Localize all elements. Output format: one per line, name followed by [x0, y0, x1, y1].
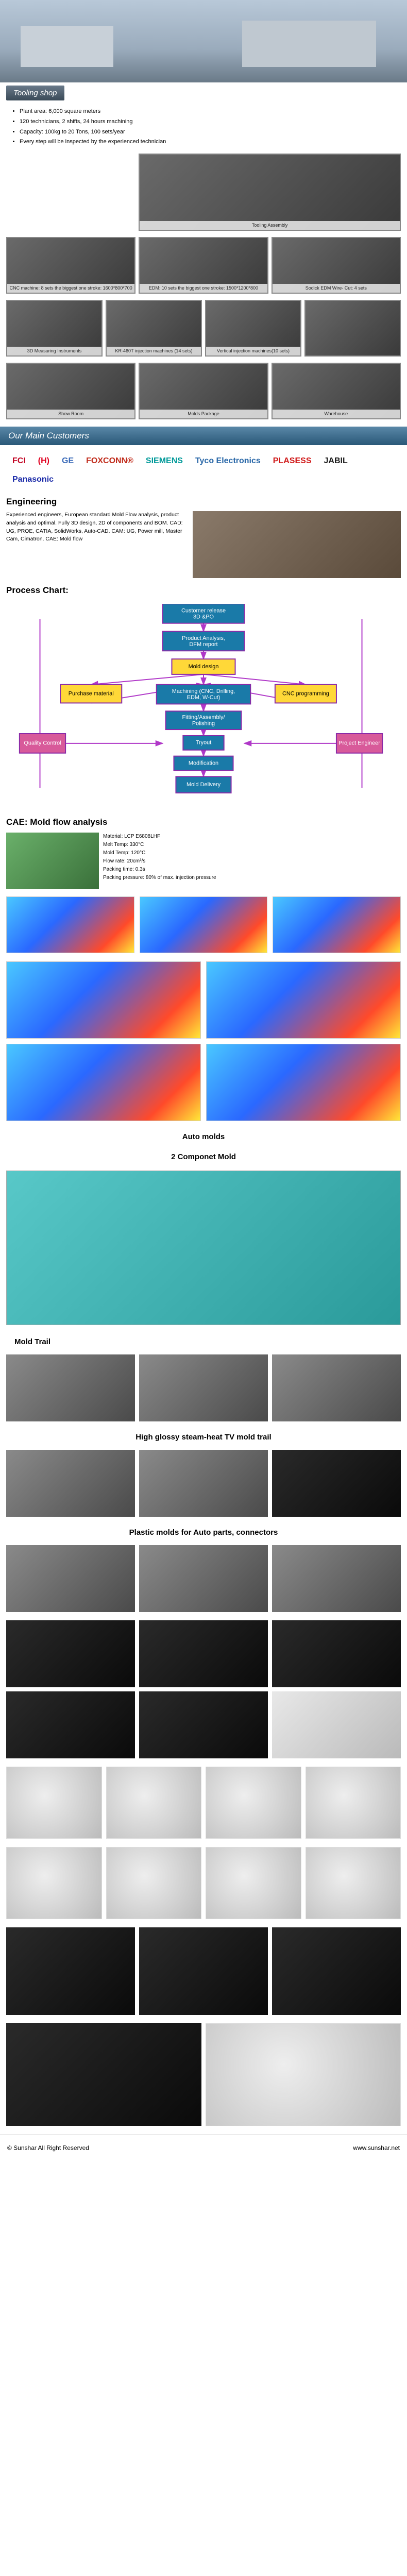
auto-molds-title: Auto molds	[0, 1125, 407, 1145]
glossy-title: High glossy steam-heat TV mold trail	[0, 1426, 407, 1446]
customer-logo: JABIL	[324, 456, 347, 466]
bullet-item: Plant area: 6,000 square meters	[20, 107, 395, 117]
tooling-shop-grid: Tooling Assembly CNC machine: 8 sets the …	[0, 150, 407, 422]
two-component-mold-image	[6, 1171, 401, 1325]
engineering-photo	[193, 511, 401, 578]
mold-trail-image	[272, 1354, 401, 1421]
equipment-tile: EDM: 10 sets the biggest one stroke: 150…	[139, 237, 268, 294]
simulation-image	[6, 1044, 201, 1121]
engineering-desc: Experienced engineers, European standard…	[6, 511, 188, 544]
product-image	[206, 1847, 301, 1919]
product-image	[272, 1927, 401, 2015]
equipment-tile: KR-460T injection machines (14 sets)	[106, 300, 202, 357]
glossy-image	[6, 1450, 135, 1517]
cae-part-image	[6, 833, 99, 889]
bullet-item: Capacity: 100kg to 20 Tons, 100 sets/yea…	[20, 127, 395, 138]
connector-image	[6, 1620, 135, 1687]
plastic-molds-title: Plastic molds for Auto parts, connectors	[0, 1521, 407, 1541]
connector-image	[272, 1691, 401, 1758]
equipment-tile	[304, 300, 401, 357]
tile-caption: Vertical injection machines(10 sets)	[206, 347, 300, 355]
bullet-item: 120 technicians, 2 shifts, 24 hours mach…	[20, 117, 395, 127]
tile-caption: 3D Measuring Instruments	[7, 347, 101, 355]
mold-trail-title: Mold Trail	[0, 1330, 407, 1350]
customer-logo: Tyco Electronics	[195, 456, 261, 466]
footer-url: www.sunshar.net	[353, 2144, 400, 2151]
tile-caption: Warehouse	[273, 410, 400, 418]
simulation-image	[6, 961, 201, 1039]
tile-caption: KR-460T injection machines (14 sets)	[107, 347, 201, 355]
svg-text:Purchase material: Purchase material	[69, 691, 114, 697]
simulation-image	[206, 1044, 401, 1121]
tooling-shop-title: Tooling shop	[6, 86, 64, 100]
mold-trail-image	[6, 1354, 135, 1421]
svg-text:Mold design: Mold design	[189, 664, 219, 670]
facility-photo	[0, 0, 407, 82]
svg-text:CNC programming: CNC programming	[282, 691, 329, 697]
glossy-image	[139, 1450, 268, 1517]
tile-caption: CNC machine: 8 sets the biggest one stro…	[7, 284, 134, 293]
product-image	[6, 1767, 102, 1839]
process-chart: Customer release3D &POProduct Analysis,D…	[0, 598, 407, 812]
customer-logo: Panasonic	[12, 475, 54, 484]
process-title: Process Chart:	[0, 580, 407, 598]
simulation-image	[206, 961, 401, 1039]
plastic-mold-image	[139, 1545, 268, 1612]
cae-title: CAE: Mold flow analysis	[0, 812, 407, 829]
connector-image	[139, 1691, 268, 1758]
plastic-mold-image	[272, 1545, 401, 1612]
two-component-title: 2 Componet Mold	[0, 1145, 407, 1165]
tooling-shop-bullets: Plant area: 6,000 square meters120 techn…	[0, 104, 407, 150]
simulation-image	[273, 896, 401, 953]
customer-logo: FOXCONN®	[86, 456, 133, 466]
mold-trail-image	[139, 1354, 268, 1421]
engineering-title: Engineering	[0, 492, 407, 509]
product-image	[106, 1847, 202, 1919]
product-image	[206, 2023, 401, 2126]
connector-image	[6, 1691, 135, 1758]
product-image	[306, 1847, 401, 1919]
tile-caption: Molds Package	[140, 410, 267, 418]
svg-text:Project Engineer: Project Engineer	[338, 740, 380, 747]
cae-specs: Material: LCP E6808LHFMelt Temp: 330°CMo…	[103, 833, 216, 882]
customer-logo: GE	[62, 456, 74, 466]
product-image	[106, 1767, 202, 1839]
footer-copyright: © Sunshar All Right Reserved	[7, 2144, 89, 2151]
simulation-image	[140, 896, 268, 953]
customer-logo: (H)	[38, 456, 49, 466]
product-image	[6, 2023, 201, 2126]
product-image	[139, 1927, 268, 2015]
tile-caption: Tooling Assembly	[140, 221, 400, 230]
svg-text:Tryout: Tryout	[196, 740, 212, 746]
svg-text:Quality Control: Quality Control	[24, 740, 61, 747]
customer-logo: SIEMENS	[146, 456, 183, 466]
tile-caption: Show Room	[7, 410, 134, 418]
customers-title: Our Main Customers	[0, 427, 407, 445]
bullet-item: Every step will be inspected by the expe…	[20, 137, 395, 147]
equipment-tile: Show Room	[6, 363, 135, 419]
equipment-tile: 3D Measuring Instruments	[6, 300, 103, 357]
tile-caption: Sodick EDM Wire- Cut: 4 sets	[273, 284, 400, 293]
tile-caption: EDM: 10 sets the biggest one stroke: 150…	[140, 284, 267, 293]
product-image	[306, 1767, 401, 1839]
simulation-image	[6, 896, 134, 953]
customer-logo: FCI	[12, 456, 26, 466]
product-image	[206, 1767, 301, 1839]
svg-text:Modification: Modification	[189, 760, 218, 767]
product-image	[6, 1927, 135, 2015]
equipment-tile: Warehouse	[272, 363, 401, 419]
equipment-tile: Molds Package	[139, 363, 268, 419]
glossy-image	[272, 1450, 401, 1517]
connector-image	[139, 1620, 268, 1687]
equipment-tile: Tooling Assembly	[139, 154, 401, 231]
customer-logo: PLASESS	[273, 456, 312, 466]
plastic-mold-image	[6, 1545, 135, 1612]
connector-image	[272, 1620, 401, 1687]
equipment-tile: Sodick EDM Wire- Cut: 4 sets	[272, 237, 401, 294]
equipment-tile: CNC machine: 8 sets the biggest one stro…	[6, 237, 135, 294]
svg-text:Mold Delivery: Mold Delivery	[186, 782, 221, 788]
customer-logos: FCI (H) GE FOXCONN® SIEMENS Tyco Electronics P…	[0, 449, 407, 492]
product-image	[6, 1847, 102, 1919]
equipment-tile: Vertical injection machines(10 sets)	[205, 300, 301, 357]
